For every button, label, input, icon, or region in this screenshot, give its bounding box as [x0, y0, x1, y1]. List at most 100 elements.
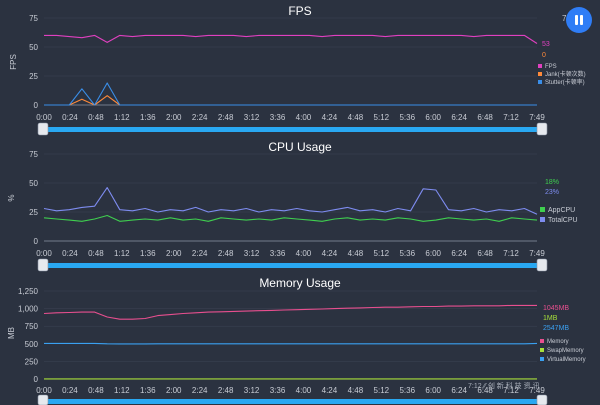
cpu-y-axis-label: % [7, 194, 16, 201]
x-tick-label: 6:24 [451, 386, 467, 395]
y-tick-label: 0 [34, 237, 39, 246]
x-tick-label: 7:12 [503, 386, 519, 395]
fps-timeline-slider[interactable] [37, 122, 548, 136]
x-tick-label: 4:00 [296, 249, 312, 258]
x-tick-label: 5:12 [374, 249, 390, 258]
memory-chart: Memory Usage MB 1,250 1,000 750 500 250 0 0:0… [7, 276, 586, 405]
y-tick-label: 0 [34, 101, 39, 110]
x-tick-label: 6:00 [425, 113, 441, 122]
x-tick-label: 2:24 [192, 386, 208, 395]
memory-timeline-slider[interactable] [37, 394, 548, 405]
x-tick-label: 7:12 [503, 113, 519, 122]
x-tick-label: 0:00 [36, 386, 52, 395]
legend-swatch-swap [540, 348, 544, 352]
x-tick-label: 1:36 [140, 386, 156, 395]
x-tick-label: 1:12 [114, 249, 130, 258]
fps-slider-left-handle[interactable] [37, 122, 49, 136]
legend-jank: Jank(卡顿次数) [545, 70, 586, 78]
swap-current-value: 1MB [543, 315, 558, 322]
x-tick-label: 4:00 [296, 113, 312, 122]
legend-swatch-fps [538, 64, 542, 68]
x-tick-label: 2:48 [218, 113, 234, 122]
fps-grid [44, 17, 537, 106]
x-tick-label: 6:24 [451, 249, 467, 258]
x-tick-label: 6:00 [425, 249, 441, 258]
x-tick-label: 1:36 [140, 113, 156, 122]
x-tick-label: 3:12 [244, 386, 260, 395]
memory-legend: Memory SwapMemory VirtualMemory [540, 339, 586, 363]
fps-y-ticks: 75 50 25 0 [29, 14, 38, 110]
y-tick-label: 1,250 [18, 287, 39, 296]
memory-slider-left-handle[interactable] [37, 394, 49, 405]
fps-current-value: 53 [542, 41, 550, 48]
cpu-slider-left-handle[interactable] [37, 258, 49, 272]
x-tick-label: 7:49 [529, 249, 545, 258]
memory-y-ticks: 1,250 1,000 750 500 250 0 [18, 287, 39, 384]
y-tick-label: 25 [29, 72, 38, 81]
series-line-memory [43, 304, 537, 320]
y-tick-label: 1,000 [18, 305, 39, 314]
pause-button[interactable] [566, 7, 592, 33]
legend-fps: FPS [545, 64, 557, 70]
x-tick-label: 2:00 [166, 386, 182, 395]
legend-appcpu: AppCPU [548, 207, 575, 214]
x-tick-label: 4:48 [348, 113, 364, 122]
memory-slider-right-handle[interactable] [536, 394, 548, 405]
legend-virtual: VirtualMemory [547, 357, 586, 363]
fps-chart: FPS FPS 75 50 25 0 0:00 0:24 0:48 1:12 1:36 2:00… [9, 4, 586, 136]
x-tick-label: 3:36 [270, 249, 286, 258]
x-tick-label: 0:48 [88, 249, 104, 258]
virtual-current-value: 2547MB [543, 325, 569, 332]
y-tick-label: 50 [29, 179, 38, 188]
cpu-slider-track[interactable] [44, 263, 541, 268]
memory-grid [44, 290, 537, 380]
x-tick-label: 2:48 [218, 386, 234, 395]
legend-swatch-totalcpu [540, 217, 545, 222]
y-tick-label: 50 [29, 43, 38, 52]
x-tick-label: 2:00 [166, 113, 182, 122]
memory-x-ticks: 0:00 0:24 0:48 1:12 1:36 2:00 2:24 2:48 3:12 3:36… [36, 386, 545, 395]
x-tick-label: 4:00 [296, 386, 312, 395]
x-tick-label: 0:48 [88, 113, 104, 122]
cpu-chart: CPU Usage % 75 50 25 0 0:00 0:24 0:48 1:12 1:36… [7, 140, 578, 272]
cpu-chart-title: CPU Usage [268, 140, 332, 154]
cpu-timeline-slider[interactable] [37, 258, 548, 272]
series-line-virtualmemory [44, 342, 538, 345]
watermark: 7:12 ⁄⁄ 创 新 科 技 资 讯 [468, 383, 540, 390]
cpu-grid [44, 153, 537, 242]
x-tick-label: 6:48 [477, 113, 493, 122]
legend-swatch-memory [540, 339, 544, 343]
fps-slider-right-handle[interactable] [536, 122, 548, 136]
series-line-jank [44, 95, 537, 106]
pause-icon-bar-left [575, 15, 578, 25]
fps-chart-title: FPS [288, 4, 311, 18]
series-line-appcpu [43, 214, 538, 222]
x-tick-label: 6:24 [451, 113, 467, 122]
y-tick-label: 25 [29, 208, 38, 217]
series-line-fps [44, 34, 538, 44]
y-tick-label: 75 [29, 14, 38, 23]
memory-chart-title: Memory Usage [259, 276, 341, 290]
series-line-totalcpu [43, 187, 538, 215]
fps-x-ticks: 0:00 0:24 0:48 1:12 1:36 2:00 2:24 2:48 3:12 3:36… [36, 113, 545, 122]
cpu-y-ticks: 75 50 25 0 [29, 150, 38, 246]
x-tick-label: 0:24 [62, 113, 78, 122]
memory-current-value: 1045MB [543, 305, 569, 312]
x-tick-label: 5:12 [374, 113, 390, 122]
x-tick-label: 4:24 [322, 386, 338, 395]
x-tick-label: 5:12 [374, 386, 390, 395]
x-tick-label: 1:12 [114, 113, 130, 122]
cpu-slider-right-handle[interactable] [536, 258, 548, 272]
legend-totalcpu: TotalCPU [548, 217, 578, 224]
legend-stutter: Stutter(卡顿率) [545, 78, 585, 86]
x-tick-label: 4:48 [348, 249, 364, 258]
memory-slider-track[interactable] [44, 399, 541, 404]
x-tick-label: 2:24 [192, 249, 208, 258]
memory-series-lines [43, 304, 538, 380]
y-tick-label: 500 [25, 340, 39, 349]
x-tick-label: 5:36 [399, 113, 415, 122]
x-tick-label: 3:12 [244, 113, 260, 122]
fps-slider-track[interactable] [44, 127, 541, 132]
x-tick-label: 4:24 [322, 113, 338, 122]
legend-swatch-stutter [538, 80, 542, 84]
